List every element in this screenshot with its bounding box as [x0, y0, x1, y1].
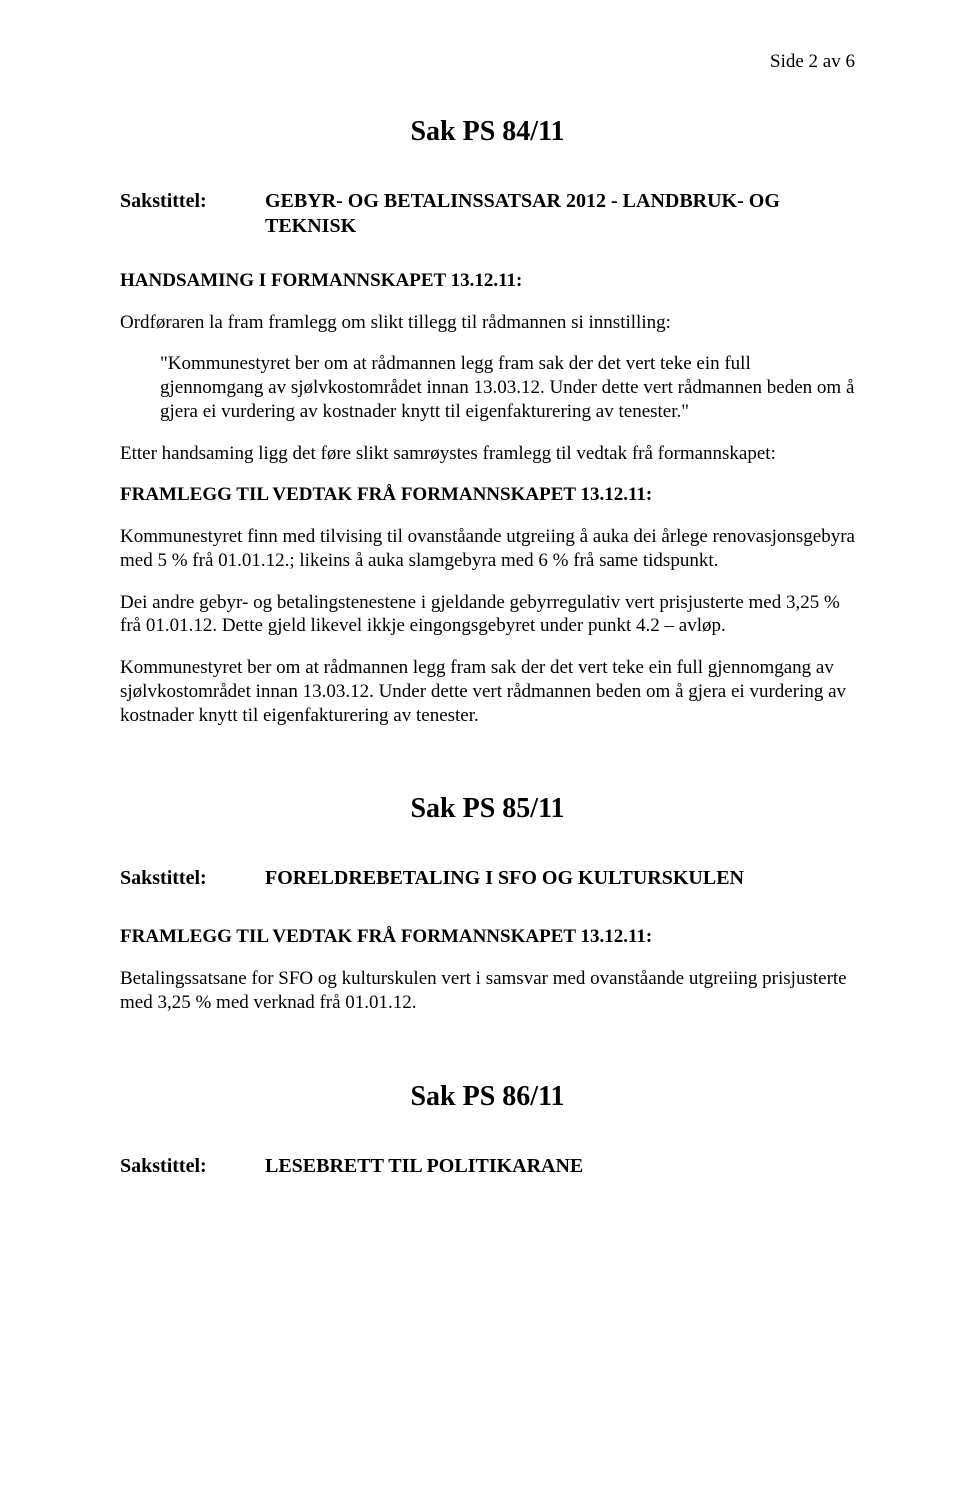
sak84-p2: Dei andre gebyr- og betalingstenestene i… [120, 591, 855, 639]
framlegg-header-85: FRAMLEGG TIL VEDTAK FRÅ FORMANNSKAPET 13… [120, 925, 855, 949]
sak-84-title: Sak PS 84/11 [120, 114, 855, 149]
sakstittel-label: Sakstittel: [120, 189, 265, 239]
sak-86-title: Sak PS 86/11 [120, 1079, 855, 1114]
sak84-intro: Ordføraren la fram framlegg om slikt til… [120, 311, 855, 335]
sakstittel-value-86: LESEBRETT TIL POLITIKARANE [265, 1154, 855, 1179]
handsaming-header: HANDSAMING I FORMANNSKAPET 13.12.11: [120, 269, 855, 293]
sakstittel-row-85: Sakstittel: FORELDREBETALING I SFO OG KU… [120, 866, 855, 891]
sak84-p3: Kommunestyret ber om at rådmannen legg f… [120, 656, 855, 727]
document-page: Side 2 av 6 Sak PS 84/11 Sakstittel: GEB… [0, 0, 960, 1492]
sakstittel-label: Sakstittel: [120, 866, 265, 891]
framlegg-header-84: FRAMLEGG TIL VEDTAK FRÅ FORMANNSKAPET 13… [120, 483, 855, 507]
sak84-quote: "Kommunestyret ber om at rådmannen legg … [160, 352, 855, 423]
sakstittel-value-84: GEBYR- OG BETALINSSATSAR 2012 - LANDBRUK… [265, 189, 855, 239]
sak84-etter: Etter handsaming ligg det føre slikt sam… [120, 442, 855, 466]
sak85-p1: Betalingssatsane for SFO og kulturskulen… [120, 967, 855, 1015]
page-number: Side 2 av 6 [120, 50, 855, 74]
sakstittel-value-85: FORELDREBETALING I SFO OG KULTURSKULEN [265, 866, 855, 891]
sakstittel-label: Sakstittel: [120, 1154, 265, 1179]
sakstittel-row-84: Sakstittel: GEBYR- OG BETALINSSATSAR 201… [120, 189, 855, 239]
sak-85-title: Sak PS 85/11 [120, 791, 855, 826]
sakstittel-row-86: Sakstittel: LESEBRETT TIL POLITIKARANE [120, 1154, 855, 1179]
sak84-p1: Kommunestyret finn med tilvising til ova… [120, 525, 855, 573]
